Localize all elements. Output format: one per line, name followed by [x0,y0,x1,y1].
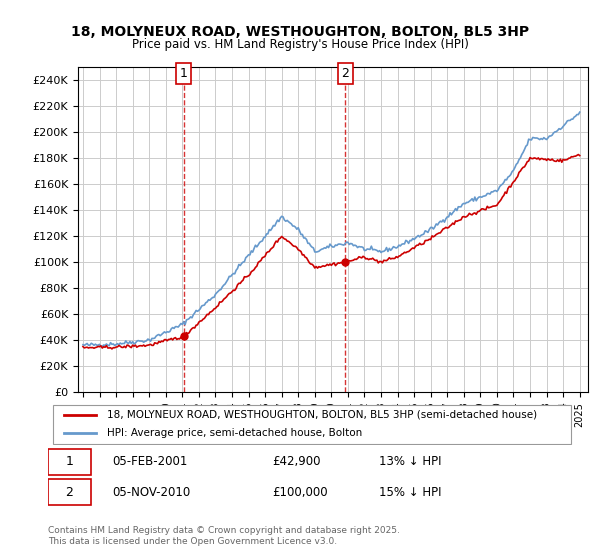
Text: 18, MOLYNEUX ROAD, WESTHOUGHTON, BOLTON, BL5 3HP: 18, MOLYNEUX ROAD, WESTHOUGHTON, BOLTON,… [71,25,529,39]
Text: Price paid vs. HM Land Registry's House Price Index (HPI): Price paid vs. HM Land Registry's House … [131,38,469,51]
Text: HPI: Average price, semi-detached house, Bolton: HPI: Average price, semi-detached house,… [107,428,362,438]
Text: £42,900: £42,900 [272,455,321,469]
Text: 2: 2 [341,67,349,80]
Text: 05-FEB-2001: 05-FEB-2001 [112,455,187,469]
Text: Contains HM Land Registry data © Crown copyright and database right 2025.
This d: Contains HM Land Registry data © Crown c… [48,526,400,546]
Text: 13% ↓ HPI: 13% ↓ HPI [379,455,442,469]
FancyBboxPatch shape [48,449,91,475]
FancyBboxPatch shape [53,405,571,445]
Text: 1: 1 [65,455,73,469]
Text: 05-NOV-2010: 05-NOV-2010 [112,486,190,499]
Text: 1: 1 [180,67,188,80]
Text: £100,000: £100,000 [272,486,328,499]
Text: 2: 2 [65,486,73,499]
Text: 18, MOLYNEUX ROAD, WESTHOUGHTON, BOLTON, BL5 3HP (semi-detached house): 18, MOLYNEUX ROAD, WESTHOUGHTON, BOLTON,… [107,410,537,420]
Text: 15% ↓ HPI: 15% ↓ HPI [379,486,442,499]
FancyBboxPatch shape [48,479,91,505]
